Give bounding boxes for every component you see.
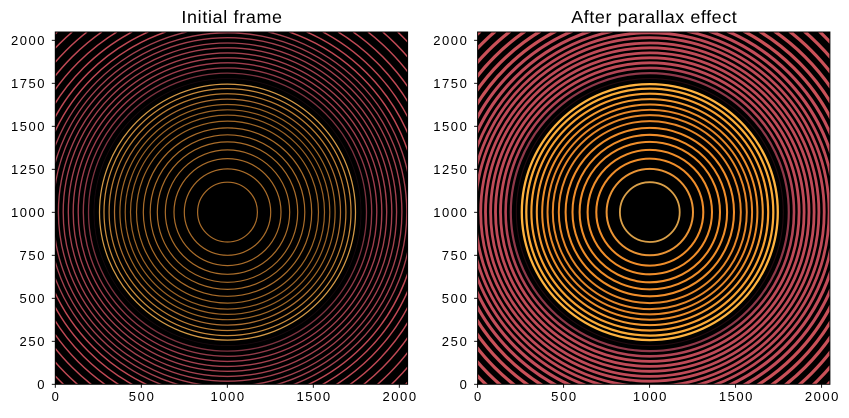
svg-text:500: 500 bbox=[20, 291, 45, 306]
svg-text:1500: 1500 bbox=[11, 119, 45, 134]
svg-text:After parallax effect: After parallax effect bbox=[571, 7, 736, 27]
svg-text:250: 250 bbox=[442, 334, 467, 349]
svg-text:1000: 1000 bbox=[633, 389, 667, 404]
svg-text:0: 0 bbox=[474, 389, 481, 404]
svg-text:1000: 1000 bbox=[11, 205, 45, 220]
svg-text:0: 0 bbox=[52, 389, 59, 404]
svg-text:750: 750 bbox=[20, 248, 45, 263]
svg-text:500: 500 bbox=[551, 389, 576, 404]
svg-text:500: 500 bbox=[129, 389, 154, 404]
svg-text:750: 750 bbox=[442, 248, 467, 263]
svg-text:1250: 1250 bbox=[433, 162, 467, 177]
svg-text:0: 0 bbox=[37, 377, 44, 392]
svg-text:1500: 1500 bbox=[433, 119, 467, 134]
svg-text:1250: 1250 bbox=[11, 162, 45, 177]
svg-text:1000: 1000 bbox=[211, 389, 245, 404]
svg-text:1500: 1500 bbox=[719, 389, 753, 404]
svg-text:1750: 1750 bbox=[433, 76, 467, 91]
svg-text:Initial frame: Initial frame bbox=[181, 7, 282, 27]
svg-text:1750: 1750 bbox=[11, 76, 45, 91]
svg-text:250: 250 bbox=[20, 334, 45, 349]
svg-text:2000: 2000 bbox=[11, 33, 45, 48]
svg-text:2000: 2000 bbox=[805, 389, 839, 404]
svg-text:1000: 1000 bbox=[433, 205, 467, 220]
svg-text:2000: 2000 bbox=[383, 389, 417, 404]
svg-text:0: 0 bbox=[460, 377, 467, 392]
svg-text:500: 500 bbox=[442, 291, 467, 306]
svg-text:2000: 2000 bbox=[433, 33, 467, 48]
svg-text:1500: 1500 bbox=[297, 389, 331, 404]
